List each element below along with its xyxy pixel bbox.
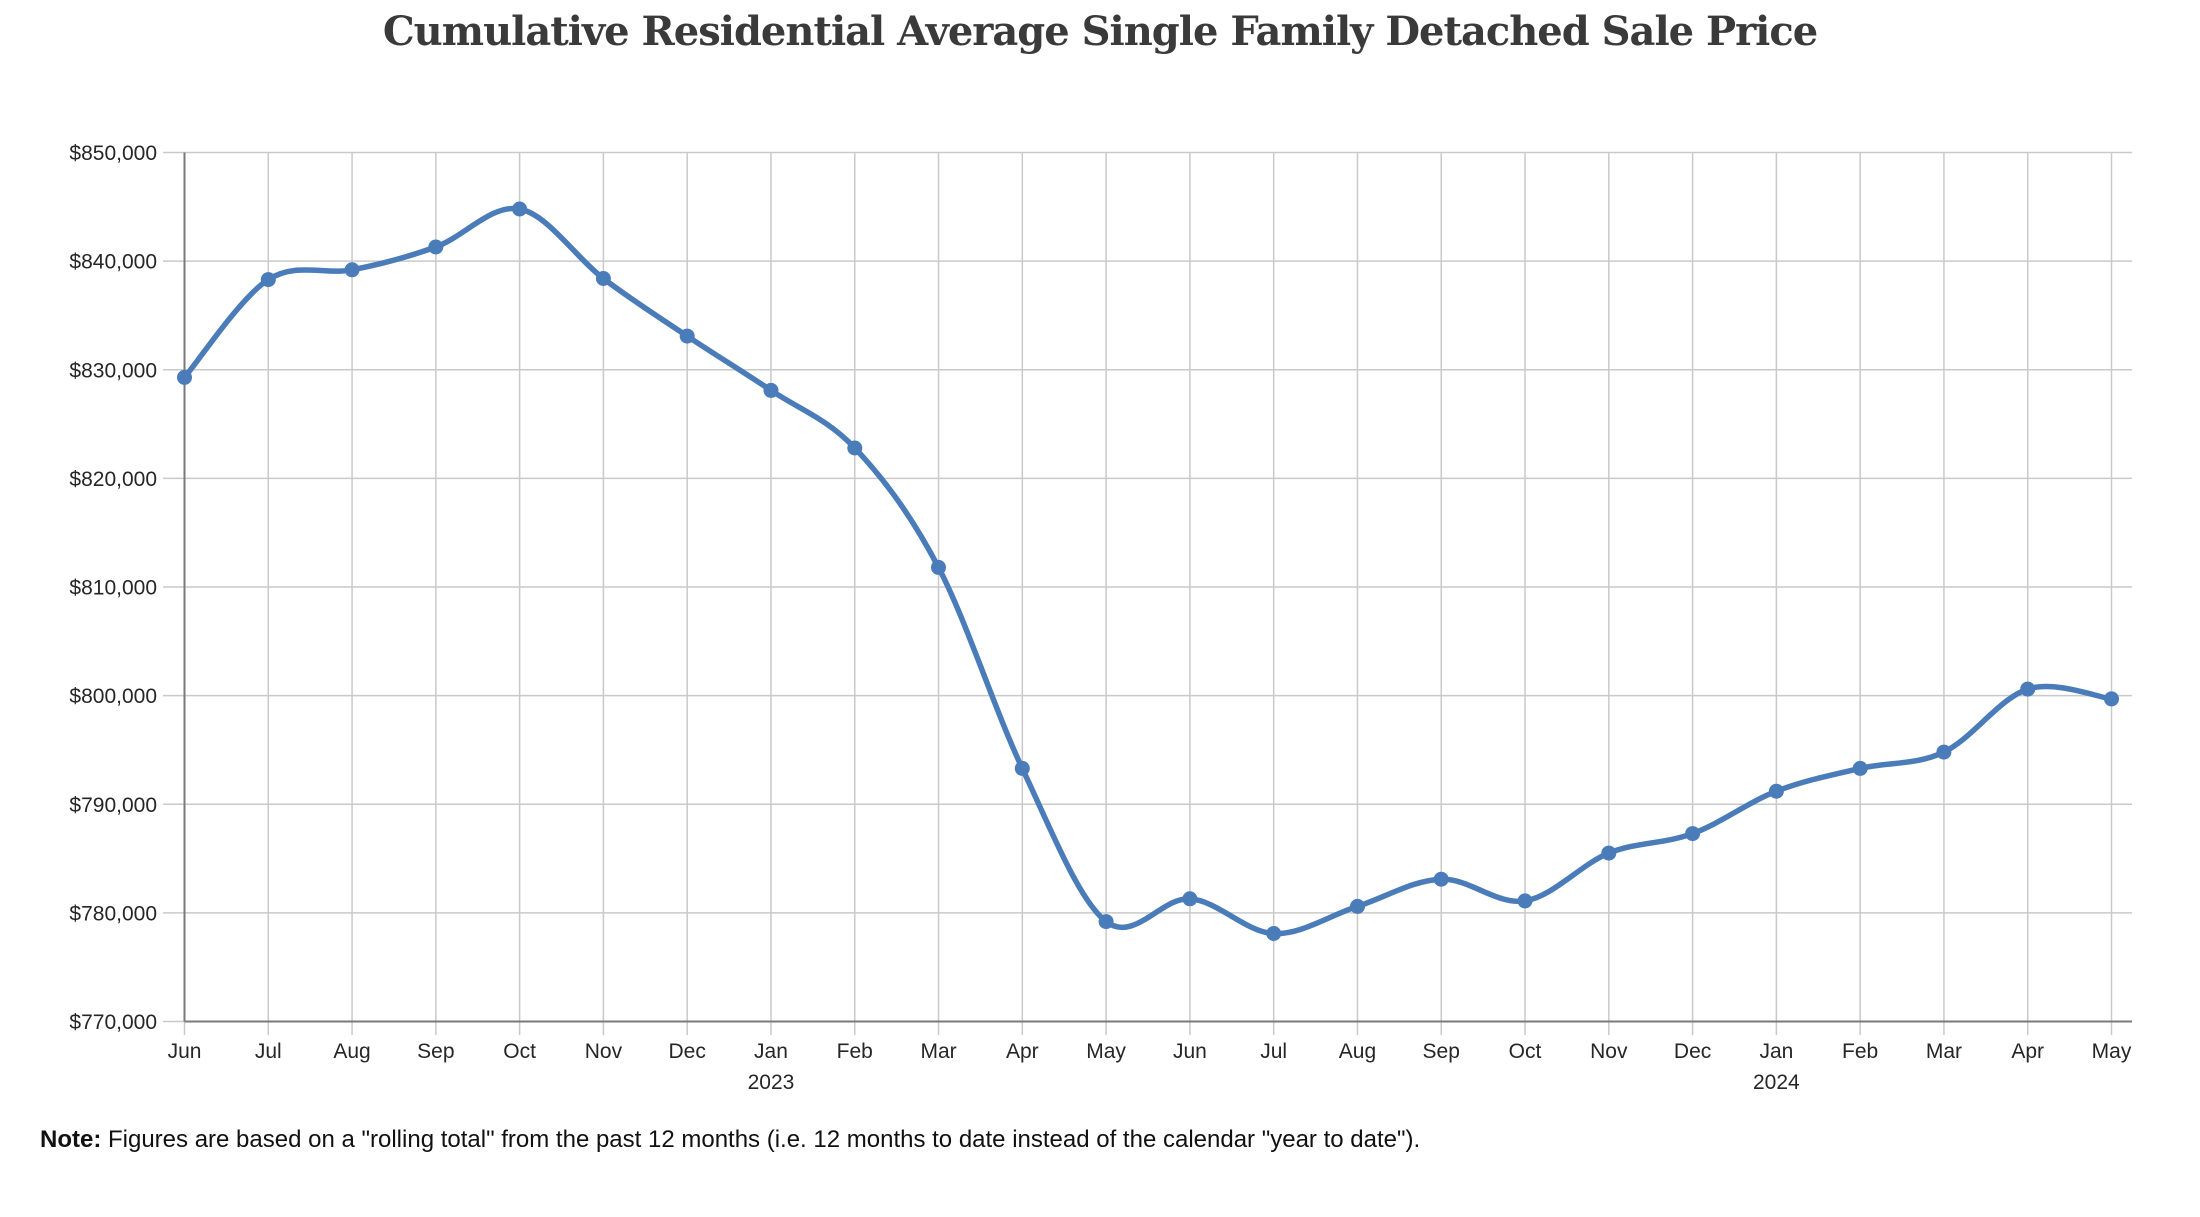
- x-axis-tick-label: Sep: [417, 1040, 454, 1063]
- data-point: [1350, 898, 1365, 914]
- x-axis-tick-label: Apr: [1006, 1040, 1039, 1063]
- x-axis-tick-label: Feb: [837, 1040, 873, 1063]
- data-point: [679, 328, 695, 344]
- data-point: [1936, 744, 1952, 760]
- data-point: [2020, 681, 2036, 697]
- x-axis-tick-label: Jul: [1260, 1040, 1287, 1063]
- data-point: [260, 272, 276, 288]
- y-axis-tick-label: $780,000: [69, 902, 157, 925]
- data-point: [847, 440, 863, 456]
- data-point: [1182, 891, 1198, 907]
- x-axis-tick-label: Jun: [1173, 1040, 1207, 1063]
- x-axis-tick-label: Nov: [585, 1040, 623, 1063]
- y-axis-tick-label: $800,000: [69, 685, 157, 708]
- data-point: [2104, 691, 2119, 707]
- y-axis-tick-label: $830,000: [69, 359, 157, 382]
- data-point: [1098, 914, 1114, 930]
- x-axis-tick-label: Oct: [1509, 1040, 1542, 1063]
- data-point: [1517, 893, 1533, 909]
- y-axis-tick-label: $850,000: [69, 142, 157, 165]
- x-axis-tick-label: Jan: [754, 1040, 788, 1063]
- data-point: [344, 262, 360, 278]
- data-point: [1852, 760, 1868, 776]
- footnote-label: Note:: [40, 1126, 102, 1153]
- series-line: [181, 205, 2115, 937]
- x-axis-year-label: 2023: [748, 1071, 795, 1094]
- x-axis-tick-label: Jun: [168, 1040, 202, 1063]
- data-point: [1433, 871, 1449, 887]
- x-axis-tick-label: Dec: [669, 1040, 706, 1063]
- y-axis-tick-label: $770,000: [69, 1011, 157, 1034]
- data-point: [1768, 783, 1784, 799]
- y-axis-tick-label: $790,000: [69, 794, 157, 817]
- x-axis-tick-label: Aug: [333, 1040, 370, 1063]
- x-axis-tick-label: Aug: [1339, 1040, 1376, 1063]
- x-axis-tick-label: Nov: [1590, 1040, 1628, 1063]
- data-point: [1014, 760, 1030, 776]
- data-point: [1266, 926, 1282, 941]
- x-axis-tick-label: May: [1086, 1040, 1126, 1063]
- x-axis-tick-label: Dec: [1674, 1040, 1711, 1063]
- x-axis-tick-label: Apr: [2011, 1040, 2044, 1063]
- x-axis-tick-label: Oct: [503, 1040, 536, 1063]
- chart-title: Cumulative Residential Average Single Fa…: [382, 8, 1818, 55]
- x-axis-year-label: 2024: [1753, 1071, 1800, 1094]
- x-axis-tick-label: Jan: [1759, 1040, 1793, 1063]
- data-point: [177, 369, 192, 385]
- x-axis-tick-label: May: [2092, 1040, 2132, 1063]
- data-point: [931, 559, 946, 575]
- y-axis-tick-label: $840,000: [69, 251, 157, 274]
- data-point: [595, 271, 611, 286]
- data-point: [1685, 826, 1701, 842]
- x-axis-tick-label: Jul: [255, 1040, 282, 1063]
- data-point: [428, 239, 444, 255]
- y-axis-tick-label: $810,000: [69, 577, 157, 600]
- x-axis-tick-label: Mar: [1926, 1040, 1962, 1063]
- data-point: [1601, 845, 1617, 861]
- y-axis-tick-label: $820,000: [69, 468, 157, 491]
- x-axis-tick-label: Feb: [1842, 1040, 1878, 1063]
- footnote-text: Figures are based on a "rolling total" f…: [101, 1126, 1421, 1153]
- data-point: [512, 201, 528, 217]
- x-axis-tick-label: Sep: [1423, 1040, 1460, 1063]
- x-axis-tick-label: Mar: [920, 1040, 956, 1063]
- footnote: Note: Figures are based on a "rolling to…: [40, 1126, 1420, 1154]
- data-point: [763, 382, 779, 398]
